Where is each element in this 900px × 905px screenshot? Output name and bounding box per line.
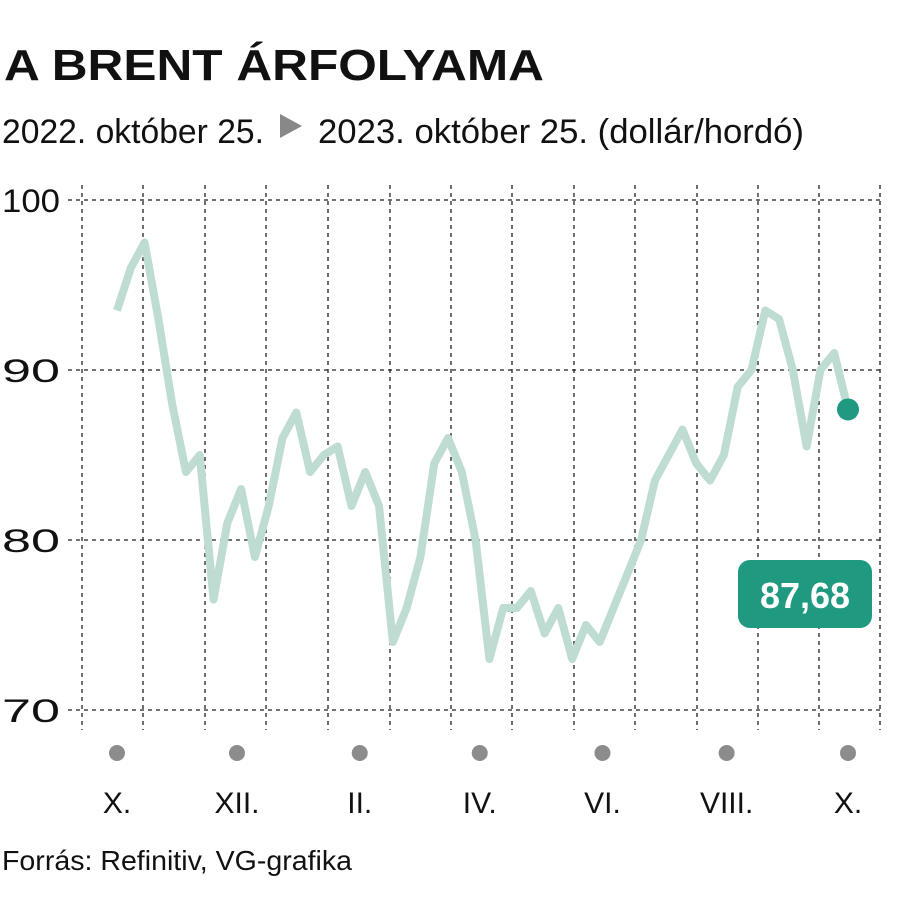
chart-title: A BRENT ÁRFOLYAMA xyxy=(4,40,544,90)
x-tick-label: X. xyxy=(834,787,862,820)
vertical-grid xyxy=(81,185,881,730)
x-tick-label: VIII. xyxy=(700,787,753,820)
x-tick-label: XII. xyxy=(214,787,259,820)
x-tick-label: II. xyxy=(347,787,372,820)
x-tick-label: IV. xyxy=(463,787,497,820)
x-tick-dot xyxy=(594,745,611,761)
x-tick-label: X. xyxy=(103,787,131,820)
y-tick-label: 90 xyxy=(2,353,60,389)
x-tick-dot xyxy=(718,745,735,761)
end-dot xyxy=(837,398,859,421)
x-tick-label: VI. xyxy=(584,787,621,820)
subtitle-start: 2022. október 25. xyxy=(2,113,264,151)
x-tick-dot xyxy=(109,745,125,761)
x-tick-dot xyxy=(471,745,488,761)
source: Forrás: Refinitiv, VG-grafika xyxy=(2,845,352,876)
price-line xyxy=(113,238,852,663)
y-tick-label: 70 xyxy=(2,693,60,729)
y-tick-label: 80 xyxy=(2,523,60,559)
x-tick-dot xyxy=(840,745,856,761)
y-tick-label: 100 xyxy=(2,183,60,219)
subtitle-end: 2023. október 25. (dollár/hordó) xyxy=(318,113,804,151)
x-tick-dot xyxy=(228,745,245,761)
arrow-icon xyxy=(280,114,302,138)
value-badge xyxy=(738,560,872,628)
x-tick-dot xyxy=(351,745,368,761)
value-label: 87,68 xyxy=(760,575,850,616)
